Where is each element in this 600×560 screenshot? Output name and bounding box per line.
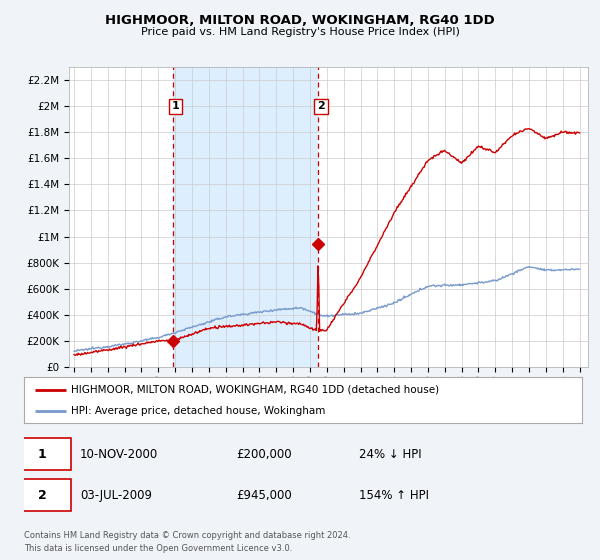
FancyBboxPatch shape <box>14 479 71 511</box>
Bar <box>173 67 319 367</box>
Text: Price paid vs. HM Land Registry's House Price Index (HPI): Price paid vs. HM Land Registry's House … <box>140 27 460 37</box>
Text: 24% ↓ HPI: 24% ↓ HPI <box>359 447 421 461</box>
Text: 1: 1 <box>172 101 179 111</box>
FancyBboxPatch shape <box>14 438 71 470</box>
Text: 10-NOV-2000: 10-NOV-2000 <box>80 447 158 461</box>
Text: £945,000: £945,000 <box>236 488 292 502</box>
Text: 03-JUL-2009: 03-JUL-2009 <box>80 488 152 502</box>
Text: HIGHMOOR, MILTON ROAD, WOKINGHAM, RG40 1DD (detached house): HIGHMOOR, MILTON ROAD, WOKINGHAM, RG40 1… <box>71 385 440 395</box>
Text: £200,000: £200,000 <box>236 447 292 461</box>
Text: 2: 2 <box>317 101 325 111</box>
Text: HPI: Average price, detached house, Wokingham: HPI: Average price, detached house, Woki… <box>71 407 326 416</box>
Text: 2: 2 <box>38 488 47 502</box>
Text: 1: 1 <box>38 447 47 461</box>
Text: Contains HM Land Registry data © Crown copyright and database right 2024.
This d: Contains HM Land Registry data © Crown c… <box>24 531 350 553</box>
Text: 154% ↑ HPI: 154% ↑ HPI <box>359 488 429 502</box>
Text: HIGHMOOR, MILTON ROAD, WOKINGHAM, RG40 1DD: HIGHMOOR, MILTON ROAD, WOKINGHAM, RG40 1… <box>105 14 495 27</box>
